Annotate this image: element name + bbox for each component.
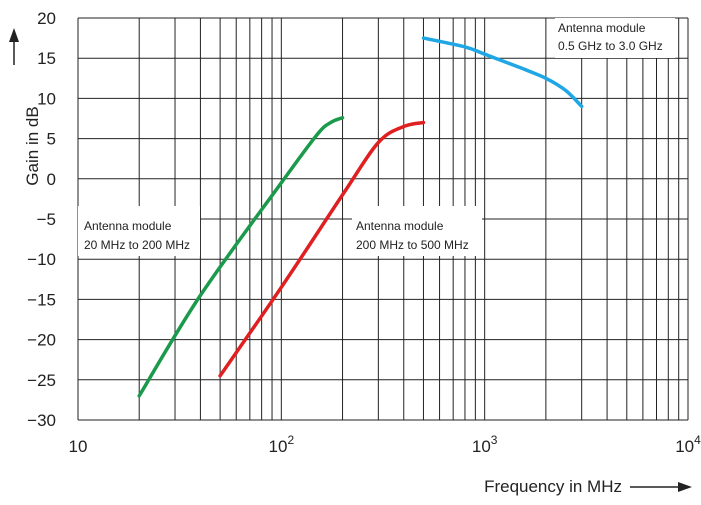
annotation-line-1: Antenna module — [558, 21, 646, 35]
y-tick-labels: 20 15 10 5 0 −5 −10 −15 −20 −25 −30 — [27, 9, 56, 430]
y-tick-label: −15 — [27, 290, 56, 309]
gain-curve-2 — [218, 120, 426, 378]
x-axis-label: Frequency in MHz — [484, 477, 622, 496]
y-tick-label: 15 — [37, 49, 56, 68]
y-tick-label: −10 — [27, 250, 56, 269]
y-tick-label: −25 — [27, 371, 56, 390]
y-axis-label-group: Gain in dB — [9, 28, 42, 186]
x-tick-label: 10 — [69, 437, 88, 456]
annotation-3: Antenna module 0.5 GHz to 3.0 GHz — [555, 18, 675, 58]
annotation-line-2: 20 MHz to 200 MHz — [84, 238, 190, 252]
y-tick-label: −30 — [27, 411, 56, 430]
x-axis-arrow-head — [678, 482, 692, 492]
annotation-1: Antenna module 20 MHz to 200 MHz — [78, 206, 200, 256]
y-tick-label: 20 — [37, 9, 56, 28]
gain-curve-3 — [421, 36, 584, 109]
annotation-line-2: 0.5 GHz to 3.0 GHz — [558, 39, 663, 53]
gain-curve-1 — [137, 115, 345, 398]
y-tick-label: 5 — [47, 130, 56, 149]
x-tick-base: 10 — [69, 437, 88, 456]
x-tick-base: 10 — [472, 437, 491, 456]
x-tick-label: 104 — [675, 433, 701, 456]
annotation-bg — [555, 18, 675, 58]
annotation-line-1: Antenna module — [84, 219, 172, 233]
gain-curves — [137, 36, 584, 398]
annotation-2: Antenna module 200 MHz to 500 MHz — [352, 206, 482, 256]
x-tick-exponent: 2 — [287, 433, 294, 447]
x-axis-label-group: Frequency in MHz — [484, 477, 692, 496]
x-tick-exponent: 4 — [694, 433, 701, 447]
annotation-bg — [352, 206, 482, 256]
x-tick-base: 10 — [675, 437, 694, 456]
x-tick-label: 102 — [269, 433, 295, 456]
x-tick-labels: 10 102 103 104 — [69, 433, 701, 456]
annotation-bg — [78, 206, 200, 256]
y-tick-label: 0 — [47, 170, 56, 189]
annotation-line-1: Antenna module — [356, 219, 444, 233]
x-tick-label: 103 — [472, 433, 498, 456]
y-tick-label: −5 — [37, 210, 56, 229]
y-tick-label: −20 — [27, 331, 56, 350]
y-axis-arrow-head — [9, 28, 19, 42]
x-tick-base: 10 — [269, 437, 288, 456]
annotation-line-2: 200 MHz to 500 MHz — [356, 238, 469, 252]
x-tick-exponent: 3 — [491, 433, 498, 447]
y-tick-label: 10 — [37, 89, 56, 108]
y-axis-label: Gain in dB — [23, 106, 42, 185]
